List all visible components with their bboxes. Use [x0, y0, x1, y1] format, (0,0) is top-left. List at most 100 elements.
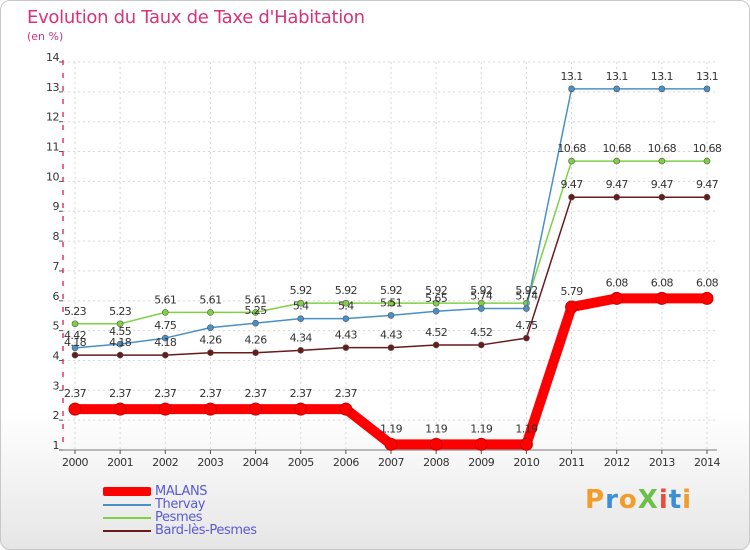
data-label: 6.08	[696, 276, 719, 289]
data-label: 4.75	[154, 319, 177, 332]
legend-item-bard-les-pesmes: Bard-lès-Pesmes	[103, 524, 257, 537]
data-point	[658, 85, 666, 93]
data-label: 5.25	[245, 304, 268, 317]
legend-swatch-thervay	[103, 503, 151, 506]
legend-label-malans: MALANS	[155, 484, 208, 499]
y-tick-label: 7	[53, 260, 60, 273]
data-label: 13.1	[696, 70, 718, 83]
y-tick-label: 10	[46, 170, 59, 183]
data-label: 2.37	[245, 387, 268, 400]
data-label: 13.1	[606, 70, 628, 83]
data-point	[297, 347, 305, 354]
y-tick-label: 13	[46, 81, 59, 94]
legend-swatch-bard-les-pesmes	[103, 529, 151, 532]
legend-swatch-malans	[103, 487, 151, 496]
data-point	[568, 85, 575, 93]
legend-item-pesmes: Pesmes	[103, 511, 257, 524]
data-label: 4.18	[64, 336, 87, 349]
y-tick-label: 9	[53, 200, 60, 213]
data-point	[523, 334, 530, 342]
data-label: 5.23	[109, 305, 132, 318]
chart-title: Evolution du Taux de Taxe d'Habitation	[27, 7, 365, 28]
data-point	[384, 437, 398, 451]
data-label: 13.1	[561, 70, 583, 83]
x-tick-label: 2008	[423, 456, 449, 469]
data-label: 9.47	[606, 178, 629, 191]
data-point	[703, 193, 711, 201]
data-label: 5.92	[380, 284, 402, 297]
logo-letter: X	[637, 485, 659, 515]
y-tick-label: 2	[53, 409, 60, 422]
data-point	[613, 85, 621, 93]
data-point	[477, 305, 485, 312]
data-point	[252, 309, 259, 316]
data-point	[297, 315, 305, 322]
data-point	[339, 402, 353, 416]
x-tick-label: 2005	[288, 456, 314, 469]
x-tick-label: 2000	[62, 456, 88, 469]
x-tick-label: 2014	[694, 456, 720, 469]
data-label: 4.42	[64, 329, 86, 342]
legend: MALANS Thervay Pesmes Bard-lès-Pesmes	[103, 485, 257, 537]
chart-subtitle: (en %)	[27, 30, 64, 43]
data-point	[432, 307, 440, 315]
data-point	[342, 299, 350, 307]
data-label: 4.55	[109, 325, 132, 338]
data-point	[474, 437, 488, 451]
data-label: 10.68	[602, 142, 631, 155]
data-label: 1.19	[515, 422, 538, 435]
y-tick-label: 12	[46, 111, 59, 124]
data-label: 5.61	[154, 293, 176, 306]
data-point	[207, 309, 214, 316]
x-tick-label: 2012	[604, 456, 630, 469]
legend-label-pesmes: Pesmes	[155, 510, 203, 525]
x-tick-label: 2001	[107, 456, 133, 469]
data-label: 5.23	[64, 305, 87, 318]
data-label: 5.92	[290, 284, 312, 297]
data-label: 4.43	[335, 329, 358, 342]
data-label: 2.37	[290, 387, 313, 400]
data-point	[432, 341, 440, 349]
x-tick-label: 2003	[197, 456, 223, 469]
data-point	[703, 157, 711, 165]
data-point	[294, 402, 308, 416]
data-point	[568, 193, 575, 201]
data-label: 4.18	[109, 336, 132, 349]
y-tick-label: 14	[46, 51, 59, 64]
data-label: 9.47	[696, 178, 719, 191]
data-point	[432, 299, 440, 307]
data-label: 5.4	[338, 300, 354, 313]
data-label: 5.4	[293, 300, 309, 313]
data-label: 10.68	[693, 142, 722, 155]
data-label: 13.1	[651, 70, 673, 83]
data-point	[252, 319, 259, 327]
data-label: 5.92	[425, 284, 447, 297]
data-label: 5.92	[470, 284, 492, 297]
legend-item-malans: MALANS	[103, 485, 257, 498]
data-point	[71, 351, 79, 359]
data-point	[252, 349, 259, 357]
x-tick-label: 2009	[468, 456, 494, 469]
data-label: 5.74	[470, 290, 493, 303]
legend-label-bard-les-pesmes: Bard-lès-Pesmes	[155, 523, 257, 538]
data-label: 5.51	[380, 296, 402, 309]
data-point	[387, 344, 395, 351]
data-label: 4.34	[290, 331, 313, 344]
data-label: 4.52	[425, 326, 447, 339]
logo-letter: r	[605, 485, 619, 515]
data-point	[342, 315, 350, 322]
y-tick-label: 11	[46, 141, 59, 154]
data-label: 10.68	[648, 142, 677, 155]
x-tick-label: 2010	[513, 456, 539, 469]
data-label: 6.08	[651, 276, 674, 289]
legend-item-thervay: Thervay	[103, 498, 257, 511]
y-tick-label: 3	[53, 379, 60, 392]
data-label: 5.79	[561, 285, 584, 298]
data-point	[477, 341, 485, 349]
data-point	[161, 334, 169, 342]
x-tick-label: 2007	[378, 456, 404, 469]
data-label: 2.37	[64, 387, 87, 400]
x-tick-label: 2004	[243, 456, 269, 469]
data-label: 2.37	[335, 387, 358, 400]
